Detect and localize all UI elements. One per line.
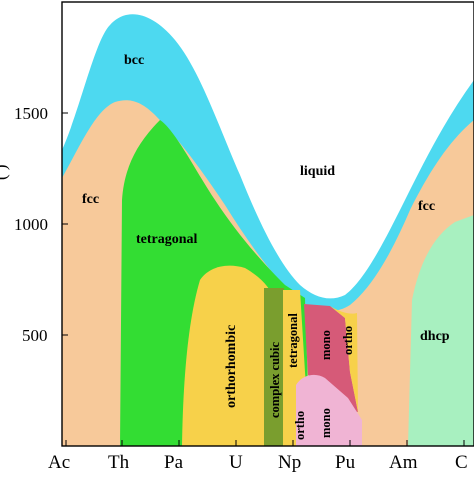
phase-label-orthorhombic: orthorhombic [224,325,239,408]
orthorhombic-region [182,265,275,446]
phase-label-fcc-left: fcc [82,192,99,207]
phase-label-liquid: liquid [300,164,335,179]
ortho-upper-region [330,306,358,412]
phase-label-mono-upper: mono [319,330,333,360]
y-tick-500: 500 [22,326,48,345]
element-label-pu: Pu [335,452,356,473]
phase-label-tetragonal-np: tetragonal [286,313,300,368]
complex-cubic-region [264,288,284,446]
phase-label-ortho-upper: ortho [341,326,355,355]
phase-label-ortho-lower: ortho [293,411,307,440]
element-label-pa: Pa [164,452,184,473]
y-axis-ticks [62,112,68,336]
phase-label-complex-cubic: complex cubic [268,342,282,418]
element-label-ac: Ac [48,452,70,473]
phase-label-mono-lower: mono [319,408,333,438]
phase-label-fcc-right: fcc [418,199,435,214]
phase-label-bcc: bcc [124,53,144,68]
element-label-np: Np [278,452,301,473]
element-label-cm: C [455,452,468,473]
dhcp-region [408,215,474,446]
element-label-am: Am [389,452,418,473]
mono-lower-region [296,374,362,446]
y-tick-1500: 1500 [14,104,48,123]
y-tick-1000: 1000 [14,215,48,234]
mono-upper-region [304,304,358,412]
element-label-th: Th [108,452,130,473]
y-axis-label-fragment: ( ) [0,164,10,180]
phase-label-tetragonal: tetragonal [136,232,198,247]
x-axis-ticks [65,440,465,446]
phase-label-dhcp: dhcp [420,329,450,344]
element-label-u: U [229,452,243,473]
